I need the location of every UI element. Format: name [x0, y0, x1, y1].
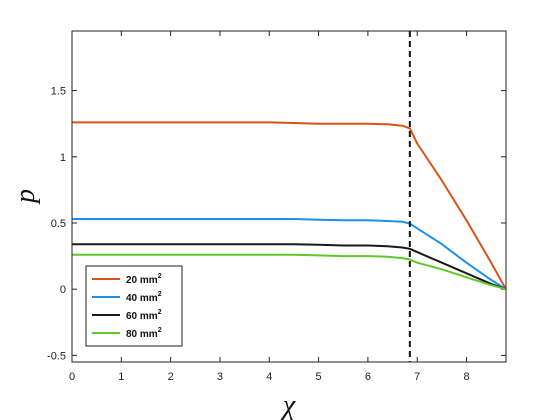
series-line-20-mm — [72, 121, 507, 290]
legend-entry: 80 mm2 — [126, 327, 162, 340]
legend-entry: 20 mm2 — [126, 273, 162, 286]
y-tick-label: 0.5 — [51, 218, 66, 230]
x-tick-label: 0 — [69, 371, 75, 383]
legend: 20 mm2 40 mm2 60 mm2 80 mm2 — [85, 265, 183, 347]
legend-entry: 40 mm2 — [126, 291, 162, 304]
y-tick-label: -0.5 — [47, 350, 66, 362]
x-tick-label: 2 — [168, 371, 174, 383]
x-tick-label: 8 — [463, 371, 469, 383]
plot-frame — [71, 30, 507, 363]
series-line-60-mm — [72, 243, 507, 291]
tick-group: 0 1 2 3 4 5 6 7 8-0.500.511.5 — [47, 31, 506, 383]
x-tick-label: 6 — [365, 371, 371, 383]
series-group — [72, 121, 507, 291]
y-tick-label: 0 — [60, 284, 66, 296]
x-tick-label: 4 — [266, 371, 272, 383]
x-axis-label: χ — [280, 390, 296, 420]
x-tick-label: 7 — [414, 371, 420, 383]
x-tick-label: 1 — [118, 371, 124, 383]
y-axis-label: p — [10, 189, 41, 205]
y-tick-label: 1 — [60, 152, 66, 164]
y-tick-label: 1.5 — [51, 86, 66, 98]
x-tick-label: 5 — [316, 371, 322, 383]
legend-entry: 60 mm2 — [126, 309, 162, 322]
series-line-80-mm — [72, 253, 507, 291]
series-line-40-mm — [72, 218, 507, 291]
x-tick-label: 3 — [217, 371, 223, 383]
